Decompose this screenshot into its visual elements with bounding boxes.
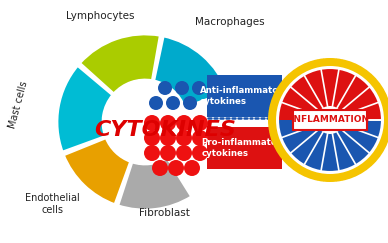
- Circle shape: [144, 115, 160, 131]
- Wedge shape: [63, 138, 131, 205]
- Wedge shape: [278, 68, 382, 120]
- Text: Pro-inflammatory
cytokines: Pro-inflammatory cytokines: [201, 138, 288, 158]
- Circle shape: [192, 81, 206, 95]
- Circle shape: [184, 160, 200, 176]
- Circle shape: [144, 145, 160, 161]
- Text: CYTOKINES: CYTOKINES: [94, 120, 236, 140]
- Circle shape: [192, 130, 208, 146]
- Circle shape: [175, 81, 189, 95]
- Text: Fibroblast: Fibroblast: [139, 208, 189, 218]
- Circle shape: [149, 96, 163, 110]
- Circle shape: [176, 115, 192, 131]
- Circle shape: [176, 145, 192, 161]
- Wedge shape: [154, 36, 228, 108]
- Text: Lymphocytes: Lymphocytes: [66, 11, 134, 21]
- Polygon shape: [268, 58, 388, 182]
- Wedge shape: [80, 34, 160, 94]
- Circle shape: [168, 160, 184, 176]
- Circle shape: [176, 130, 192, 146]
- Wedge shape: [118, 158, 192, 210]
- Circle shape: [158, 81, 172, 95]
- Circle shape: [152, 160, 168, 176]
- Circle shape: [166, 96, 180, 110]
- FancyBboxPatch shape: [207, 127, 282, 169]
- Circle shape: [160, 115, 176, 131]
- Circle shape: [316, 106, 344, 134]
- Wedge shape: [57, 65, 113, 152]
- Circle shape: [103, 80, 187, 164]
- Circle shape: [276, 66, 384, 174]
- Circle shape: [183, 96, 197, 110]
- Circle shape: [268, 58, 388, 182]
- Text: Anti-inflammatory
cytokines: Anti-inflammatory cytokines: [200, 86, 289, 106]
- FancyBboxPatch shape: [293, 110, 367, 130]
- Wedge shape: [278, 120, 382, 172]
- Text: Mast cells: Mast cells: [7, 80, 29, 130]
- Text: INFLAMMATION: INFLAMMATION: [291, 115, 369, 124]
- Circle shape: [192, 145, 208, 161]
- FancyBboxPatch shape: [207, 75, 282, 117]
- Circle shape: [160, 145, 176, 161]
- Circle shape: [144, 130, 160, 146]
- Text: Macrophages: Macrophages: [195, 17, 265, 27]
- Text: Endothelial
cells: Endothelial cells: [24, 193, 80, 215]
- Circle shape: [160, 130, 176, 146]
- Circle shape: [192, 115, 208, 131]
